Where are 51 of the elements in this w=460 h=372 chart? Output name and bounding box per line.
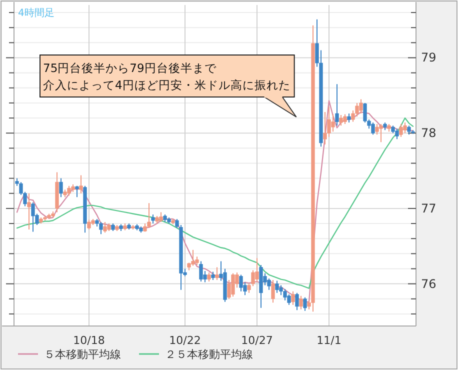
y-tick-label: 76: [421, 276, 436, 291]
candlestick: [283, 288, 287, 301]
annotation: 75円台後半から79円台後半まで: [43, 61, 216, 75]
candlestick: [407, 125, 411, 136]
annotation: 介入によって4円ほど円安・米ドル高に振れた: [43, 78, 290, 92]
candlestick: [255, 258, 259, 283]
candlestick: [59, 178, 63, 198]
candlestick: [79, 174, 83, 194]
candlestick: [151, 214, 155, 224]
candlestick: [231, 272, 235, 298]
x-tick-label: 10/22: [169, 334, 201, 347]
candlestick: [103, 222, 107, 234]
candlestick: [303, 296, 307, 312]
candlestick: [27, 192, 31, 230]
candlestick: [239, 274, 243, 292]
candlestick: [399, 124, 403, 138]
candlestick: [291, 290, 295, 306]
candlestick: [275, 280, 279, 294]
candlestick: [339, 114, 343, 126]
candlestick: [299, 295, 303, 310]
candlestick: [75, 185, 79, 198]
x-tick-label: 10/18: [73, 334, 105, 347]
candlestick: [147, 202, 151, 229]
candlestick: [359, 98, 363, 114]
y-tick-label: 78: [421, 126, 436, 140]
candlestick: [191, 249, 195, 266]
candlestick: [403, 122, 407, 134]
candlestick: [331, 114, 335, 132]
y-tick-label: 77: [421, 201, 436, 216]
candlestick: [343, 114, 347, 125]
candlestick: [215, 266, 219, 281]
candlestick: [271, 280, 275, 304]
candlestick: [99, 222, 103, 235]
chart-title: 4時間足: [18, 7, 54, 19]
candlestick: [159, 212, 163, 223]
candlestick: [347, 113, 351, 124]
candlestick: [207, 272, 211, 282]
candlestick: [31, 202, 35, 232]
y-tick-label: 79: [421, 50, 436, 65]
candlestick: [379, 124, 383, 143]
legend-label: ２５本移動平均線: [165, 348, 253, 361]
candlestick: [199, 260, 203, 282]
candlestick: [67, 185, 71, 196]
x-tick-label: 10/27: [241, 334, 273, 347]
candlestick: [395, 128, 399, 140]
candlestick: [87, 219, 91, 230]
legend-label: ５本移動平均線: [44, 348, 121, 361]
candlestick: [335, 84, 339, 126]
x-tick-label: 11/1: [316, 334, 342, 347]
candlestick: [371, 122, 375, 136]
candlestick: [295, 292, 299, 311]
